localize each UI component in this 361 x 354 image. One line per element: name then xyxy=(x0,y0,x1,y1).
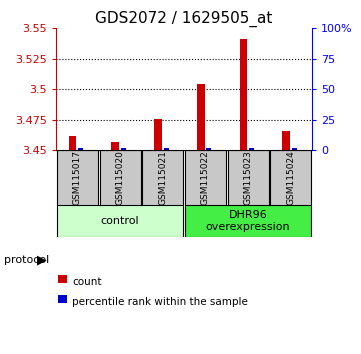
Text: protocol: protocol xyxy=(4,255,49,265)
Text: percentile rank within the sample: percentile rank within the sample xyxy=(72,297,248,307)
Text: GSM115017: GSM115017 xyxy=(73,150,82,205)
Bar xyxy=(100,150,140,205)
Bar xyxy=(78,148,83,150)
Bar xyxy=(57,150,98,205)
Bar xyxy=(142,150,183,205)
Bar xyxy=(228,150,269,205)
Text: count: count xyxy=(72,277,102,287)
Bar xyxy=(57,205,183,237)
Bar xyxy=(282,131,290,150)
Title: GDS2072 / 1629505_at: GDS2072 / 1629505_at xyxy=(95,11,273,27)
Bar xyxy=(164,148,169,150)
Bar xyxy=(197,85,205,150)
Text: GSM115021: GSM115021 xyxy=(158,150,167,205)
Bar xyxy=(69,136,77,150)
Text: ▶: ▶ xyxy=(37,254,46,267)
Bar xyxy=(185,150,226,205)
Text: GSM115020: GSM115020 xyxy=(116,150,125,205)
Bar xyxy=(206,148,212,150)
Bar xyxy=(270,150,312,205)
Bar xyxy=(249,148,254,150)
Bar xyxy=(154,119,162,150)
Text: control: control xyxy=(101,216,139,226)
Bar xyxy=(292,148,297,150)
Bar xyxy=(240,39,247,150)
Bar xyxy=(112,142,119,150)
Text: GSM115024: GSM115024 xyxy=(286,150,295,205)
Bar xyxy=(121,148,126,150)
Text: GSM115023: GSM115023 xyxy=(244,150,253,205)
Bar xyxy=(185,205,312,237)
Text: GSM115022: GSM115022 xyxy=(201,150,210,205)
Text: DHR96
overexpression: DHR96 overexpression xyxy=(206,210,291,232)
